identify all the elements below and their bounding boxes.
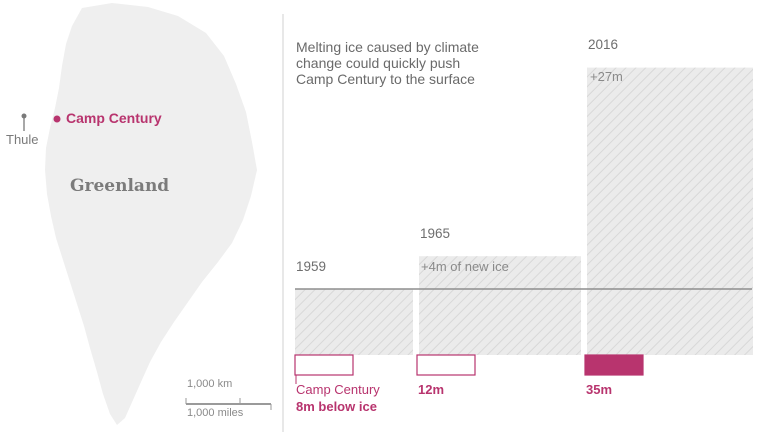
scale-miles-label: 1,000 miles	[187, 407, 244, 419]
camp-box-1965	[416, 354, 476, 376]
camp-century-map-label: Camp Century	[66, 110, 162, 126]
depth-label-1965: 12m	[418, 382, 445, 397]
year-label-1965: 1965	[420, 226, 451, 241]
thule-marker	[21, 113, 27, 119]
year-label-2016: 2016	[588, 37, 619, 52]
ice-column-2016	[587, 67, 753, 355]
camp-box-1959	[294, 354, 354, 376]
ice-increment-2016: +27m	[590, 69, 623, 84]
country-label: Greenland	[70, 176, 170, 196]
scale-km-label: 1,000 km	[187, 378, 233, 390]
ice-column-1959	[295, 289, 413, 355]
intro-text: Melting ice caused by climate change cou…	[296, 39, 479, 87]
depth-label-1959-name: Camp Century	[296, 382, 380, 397]
depth-label-1959-value: 8m below ice	[296, 399, 377, 414]
ice-increment-1965: +4m of new ice	[421, 259, 509, 274]
ice-columns	[294, 67, 753, 376]
year-label-1959: 1959	[296, 259, 327, 274]
greenland-landmass	[45, 3, 257, 425]
camp-century-marker	[53, 115, 61, 123]
depth-label-2016: 35m	[586, 382, 613, 397]
thule-label: Thule	[6, 132, 39, 147]
camp-box-2016	[584, 354, 644, 376]
ice-column-1965	[419, 256, 581, 355]
